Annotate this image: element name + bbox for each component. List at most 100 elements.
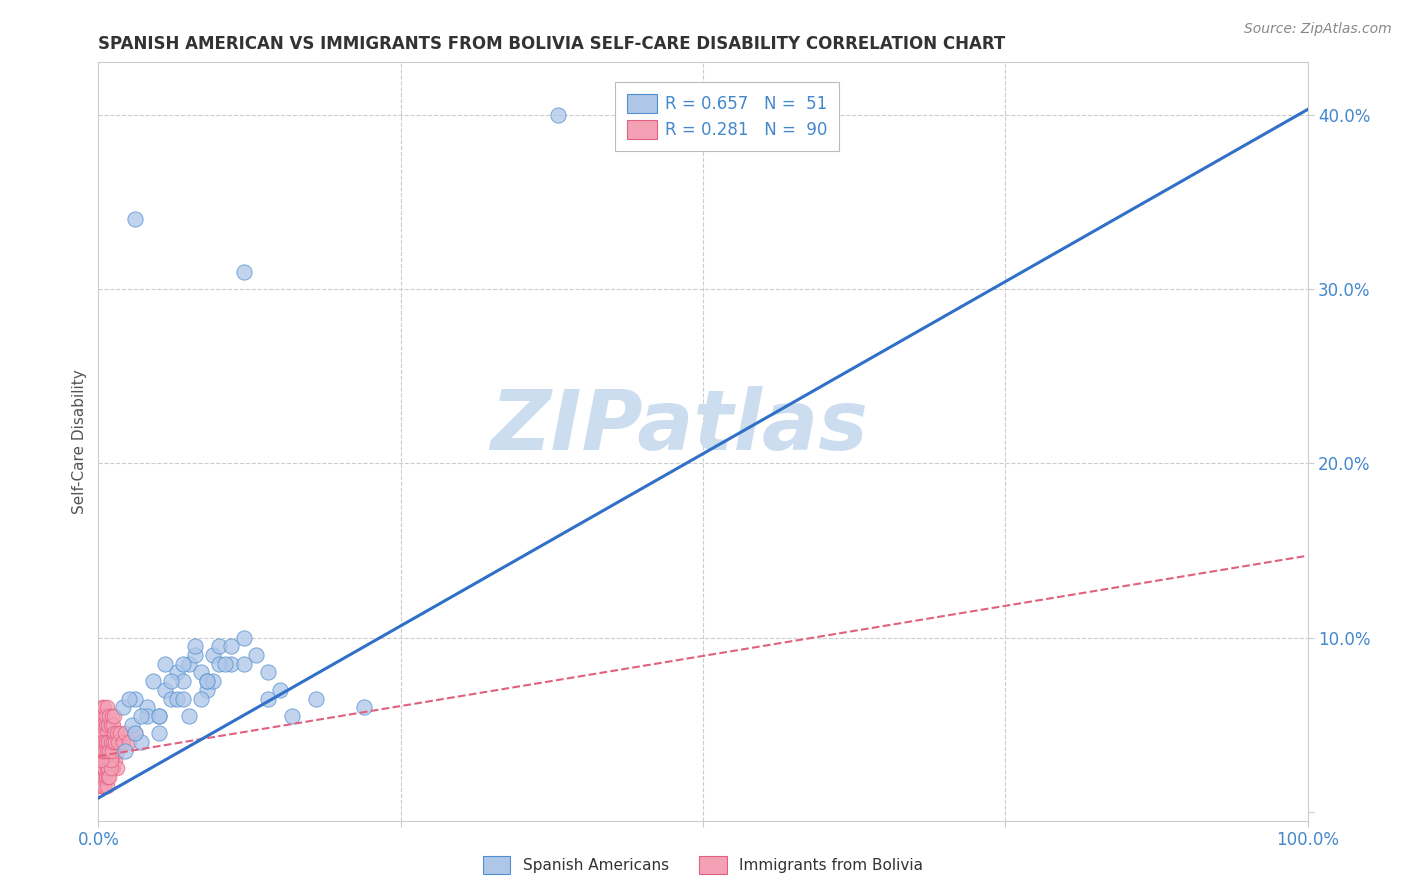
Point [256, 665, 278, 680]
Point [97, 761, 120, 775]
Point [98, 753, 121, 767]
Point [195, 674, 218, 689]
Point [91, 770, 114, 784]
Point [100, 753, 122, 767]
Legend: Spanish Americans, Immigrants from Bolivia: Spanish Americans, Immigrants from Boliv… [477, 850, 929, 880]
Point [96, 779, 118, 793]
Point [121, 718, 143, 732]
Point [90, 761, 112, 775]
Point [104, 753, 127, 767]
Point [547, 108, 569, 122]
Point [108, 726, 131, 740]
Point [89, 753, 111, 767]
Point [118, 691, 141, 706]
Point [94, 770, 117, 784]
Point [124, 212, 146, 227]
Point [90, 744, 112, 758]
Point [107, 735, 129, 749]
Point [97, 770, 120, 784]
Point [160, 691, 183, 706]
Point [90, 726, 112, 740]
Point [118, 735, 141, 749]
Point [124, 691, 146, 706]
Point [101, 735, 124, 749]
Point [93, 735, 115, 749]
Point [179, 657, 201, 671]
Point [97, 718, 120, 732]
Point [98, 770, 121, 784]
Point [93, 779, 115, 793]
Point [90, 709, 112, 723]
Point [96, 753, 118, 767]
Point [97, 744, 120, 758]
Point [208, 657, 231, 671]
Point [94, 744, 117, 758]
Point [91, 700, 114, 714]
Point [129, 709, 152, 723]
Text: SPANISH AMERICAN VS IMMIGRANTS FROM BOLIVIA SELF-CARE DISABILITY CORRELATION CHA: SPANISH AMERICAN VS IMMIGRANTS FROM BOLI… [98, 35, 1005, 53]
Point [90, 761, 112, 775]
Point [114, 744, 136, 758]
Point [94, 709, 117, 723]
Point [100, 744, 122, 758]
Point [96, 744, 118, 758]
Point [94, 761, 117, 775]
Point [124, 726, 146, 740]
Point [89, 718, 111, 732]
Point [135, 700, 157, 714]
Point [91, 770, 114, 784]
Point [190, 691, 212, 706]
Point [94, 718, 117, 732]
Point [148, 709, 170, 723]
Point [93, 770, 115, 784]
Point [97, 735, 120, 749]
Point [179, 709, 201, 723]
Point [100, 753, 122, 767]
Point [305, 691, 328, 706]
Point [100, 735, 122, 749]
Point [89, 779, 111, 793]
Point [232, 264, 254, 278]
Point [100, 709, 122, 723]
Point [124, 726, 146, 740]
Point [91, 753, 114, 767]
Point [353, 700, 375, 714]
Point [195, 682, 218, 697]
Point [98, 735, 121, 749]
Point [96, 735, 118, 749]
Point [160, 674, 183, 689]
Point [100, 735, 122, 749]
Point [105, 726, 128, 740]
Point [129, 735, 152, 749]
Point [91, 709, 114, 723]
Point [269, 682, 291, 697]
Point [101, 761, 124, 775]
Point [245, 648, 267, 662]
Text: ZIPatlas: ZIPatlas [489, 386, 868, 467]
Point [89, 770, 111, 784]
Point [114, 726, 136, 740]
Point [90, 753, 112, 767]
Point [94, 753, 117, 767]
Point [91, 744, 114, 758]
Point [166, 691, 188, 706]
Point [202, 648, 225, 662]
Point [93, 761, 115, 775]
Point [91, 753, 114, 767]
Point [153, 657, 176, 671]
Point [103, 735, 125, 749]
Point [172, 657, 194, 671]
Point [100, 744, 122, 758]
Point [281, 709, 304, 723]
Point [89, 770, 111, 784]
Point [103, 726, 125, 740]
Point [96, 726, 118, 740]
Point [172, 691, 194, 706]
Point [100, 718, 122, 732]
Point [101, 718, 124, 732]
Point [202, 674, 225, 689]
Point [91, 735, 114, 749]
Point [98, 709, 121, 723]
Point [166, 665, 188, 680]
Point [91, 718, 114, 732]
